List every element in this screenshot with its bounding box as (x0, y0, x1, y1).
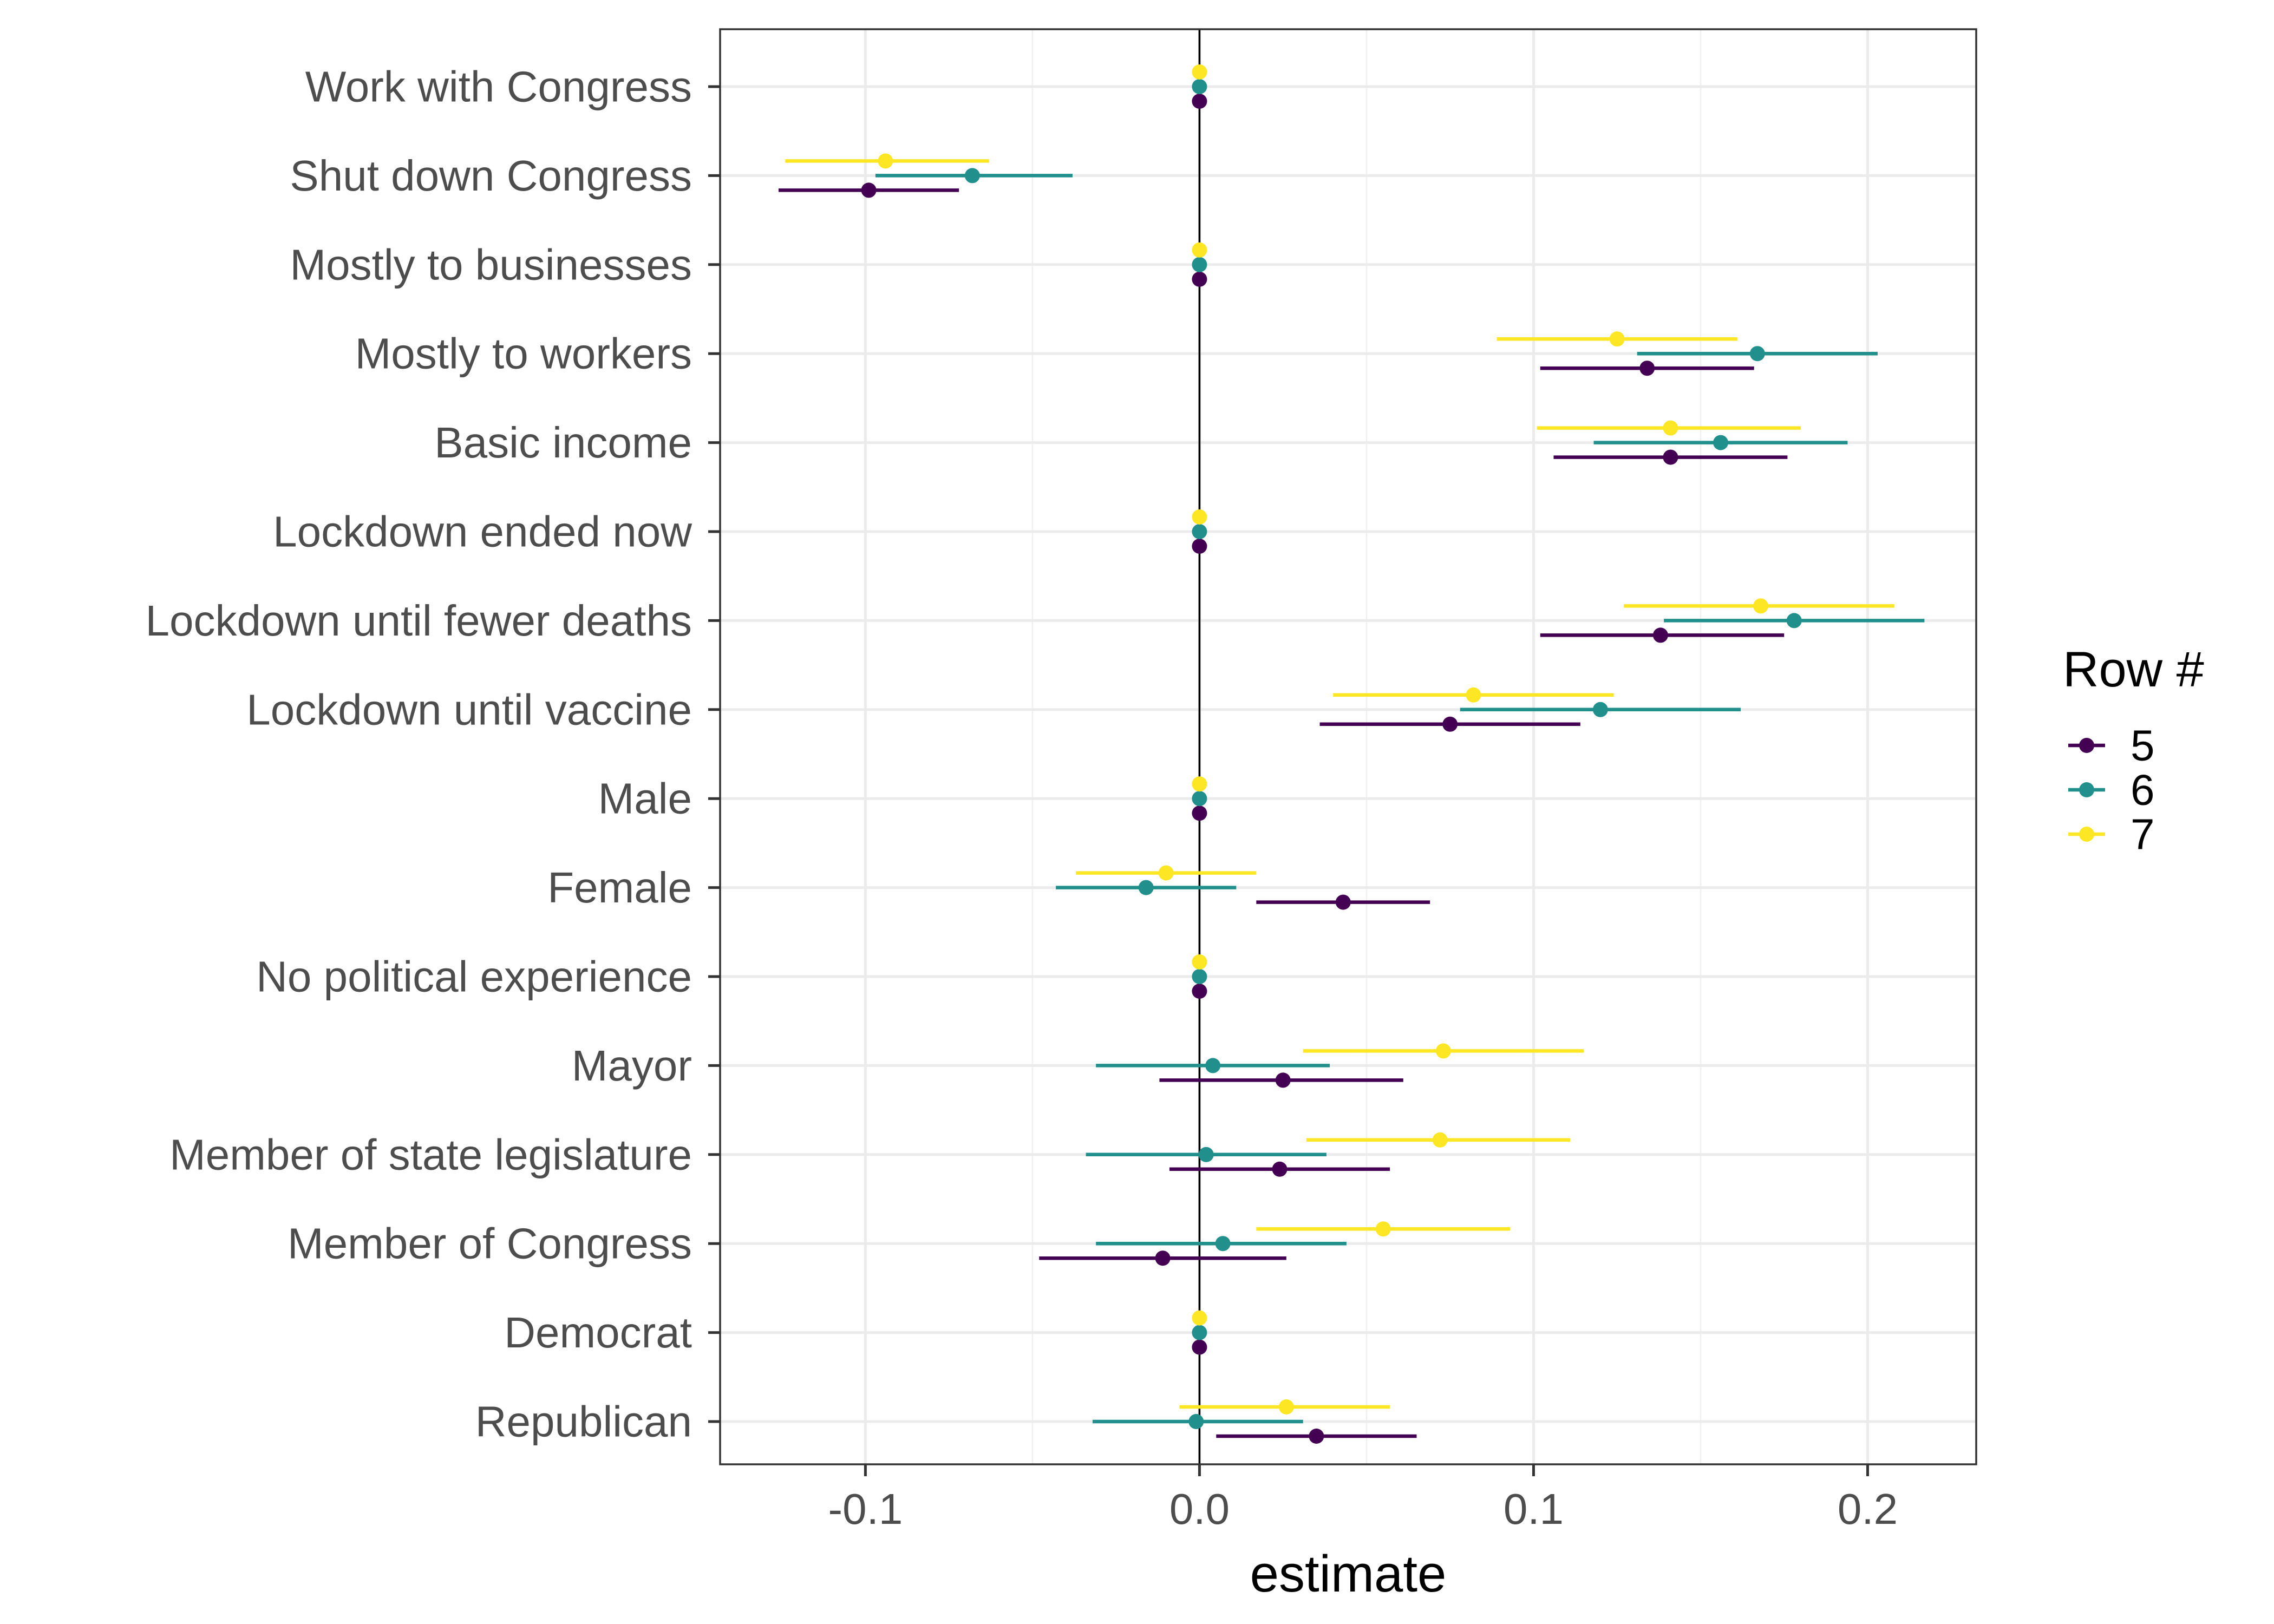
data-point (1375, 1221, 1391, 1237)
x-tick-label: 0.0 (1169, 1485, 1230, 1533)
data-point (1192, 1310, 1207, 1326)
data-point (1192, 954, 1207, 970)
data-point (1335, 894, 1351, 910)
data-point (1192, 1339, 1207, 1355)
legend-label: 5 (2131, 722, 2155, 770)
data-point (1188, 1414, 1204, 1429)
legend-key-point (2079, 738, 2094, 753)
y-tick-label: Member of Congress (287, 1220, 692, 1268)
grid-layer (720, 29, 1976, 1464)
data-point (1663, 420, 1678, 436)
data-point (1786, 613, 1802, 628)
axis-layer: Work with Congress Shut down Congress Most… (146, 63, 1898, 1534)
data-point (1192, 257, 1207, 272)
y-tick-label: Shut down Congress (290, 152, 692, 200)
data-point (1192, 1325, 1207, 1340)
y-tick-label: Basic income (434, 418, 692, 467)
legend-item-5: 5 (2068, 722, 2155, 770)
data-point (1442, 716, 1458, 732)
data-point (1435, 1043, 1451, 1059)
y-tick-label: Work with Congress (305, 63, 692, 111)
data-point (1155, 1250, 1171, 1266)
legend: Row # 567 (2063, 642, 2204, 859)
legend-key-point (2079, 782, 2094, 797)
series-6 (875, 79, 1925, 1429)
data-point (1158, 865, 1174, 881)
x-axis-title: estimate (1250, 1545, 1447, 1603)
y-tick-label: Republican (475, 1398, 692, 1446)
legend-key-point (2079, 827, 2094, 842)
data-point (1609, 331, 1625, 347)
y-tick-label: Mostly to workers (355, 330, 692, 378)
data-point (1192, 539, 1207, 554)
data-point (1198, 1147, 1214, 1162)
data-point (1592, 702, 1608, 717)
data-point (1192, 64, 1207, 80)
data-point (1275, 1072, 1291, 1088)
data-point (1192, 242, 1207, 258)
panel-background (720, 29, 1976, 1464)
data-point (964, 168, 980, 184)
data-point (1192, 94, 1207, 109)
data-point (1138, 880, 1154, 895)
legend-item-7: 7 (2068, 810, 2155, 859)
y-tick-label: No political experience (256, 953, 692, 1001)
data-point (1432, 1132, 1448, 1148)
data-point (878, 153, 893, 169)
marks-layer (778, 64, 1925, 1444)
data-point (1192, 524, 1207, 539)
x-tick-label: -0.1 (828, 1485, 903, 1533)
data-point (1192, 271, 1207, 287)
data-point (1713, 435, 1728, 450)
data-point (1663, 449, 1678, 465)
data-point (1192, 969, 1207, 984)
y-tick-label: Lockdown ended now (273, 508, 692, 556)
data-point (1652, 627, 1668, 643)
data-point (1205, 1058, 1221, 1073)
legend-label: 6 (2131, 766, 2155, 814)
series-5 (778, 94, 1788, 1444)
series-7 (785, 64, 1894, 1415)
y-tick-label: Male (598, 775, 692, 823)
y-tick-label: Democrat (504, 1308, 692, 1357)
data-point (1192, 509, 1207, 525)
x-tick-label: 0.1 (1504, 1485, 1564, 1533)
x-tick-label: 0.2 (1838, 1485, 1898, 1533)
data-point (1215, 1236, 1231, 1252)
y-tick-label: Lockdown until vaccine (246, 685, 692, 734)
data-point (1272, 1161, 1288, 1177)
data-point (1466, 687, 1481, 703)
data-point (1753, 598, 1769, 614)
data-point (1278, 1399, 1294, 1415)
y-tick-label: Lockdown until fewer deaths (146, 597, 692, 645)
y-tick-label: Member of state legislature (169, 1130, 692, 1178)
data-point (1749, 346, 1765, 362)
y-tick-label: Female (547, 863, 692, 912)
legend-title: Row # (2063, 642, 2204, 697)
data-point (1309, 1429, 1324, 1444)
data-point (1192, 79, 1207, 94)
y-tick-label: Mostly to businesses (290, 240, 692, 289)
legend-item-6: 6 (2068, 766, 2155, 814)
data-point (861, 182, 877, 198)
data-point (1192, 791, 1207, 807)
panel-border (719, 28, 1977, 1465)
y-tick-label: Mayor (572, 1042, 692, 1090)
data-point (1639, 361, 1655, 376)
data-point (1192, 806, 1207, 821)
data-point (1192, 984, 1207, 999)
legend-label: 7 (2131, 810, 2155, 859)
data-point (1192, 776, 1207, 792)
